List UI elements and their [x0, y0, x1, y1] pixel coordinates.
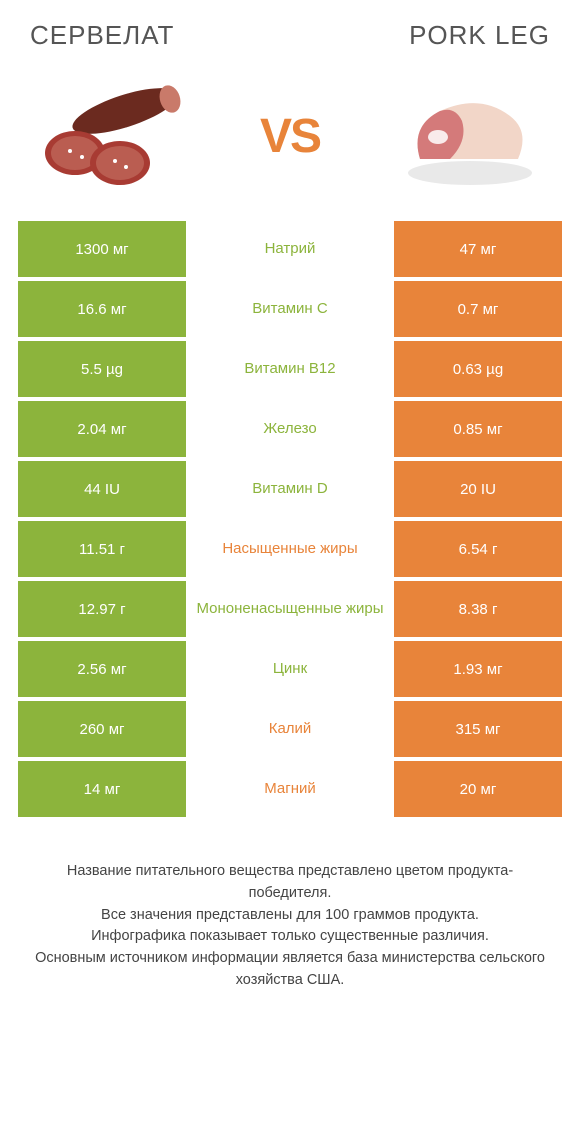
table-row: 260 мгКалий315 мг	[18, 701, 562, 757]
table-row: 44 IUВитамин D20 IU	[18, 461, 562, 517]
footer-line: Инфографика показывает только существенн…	[30, 926, 550, 948]
value-left: 11.51 г	[18, 521, 186, 577]
value-left: 260 мг	[18, 701, 186, 757]
title-right: PORK LEG	[409, 20, 550, 51]
footer-line: Все значения представлены для 100 граммо…	[30, 905, 550, 927]
food-image-right	[390, 81, 550, 191]
value-right: 1.93 мг	[394, 641, 562, 697]
value-right: 20 мг	[394, 761, 562, 817]
value-right: 8.38 г	[394, 581, 562, 637]
value-right: 315 мг	[394, 701, 562, 757]
value-left: 5.5 µg	[18, 341, 186, 397]
nutrient-label: Витамин B12	[186, 341, 394, 397]
footer-line: Название питательного вещества представл…	[30, 861, 550, 905]
vs-label: VS	[260, 109, 320, 164]
value-left: 1300 мг	[18, 221, 186, 277]
nutrient-label: Натрий	[186, 221, 394, 277]
vs-row: VS	[0, 61, 580, 221]
table-row: 16.6 мгВитамин C0.7 мг	[18, 281, 562, 337]
value-right: 0.7 мг	[394, 281, 562, 337]
header: СЕРВЕЛАТ PORK LEG	[0, 0, 580, 61]
food-image-left	[30, 81, 190, 191]
table-row: 1300 мгНатрий47 мг	[18, 221, 562, 277]
table-row: 5.5 µgВитамин B120.63 µg	[18, 341, 562, 397]
nutrient-label: Мононенасыщенные жиры	[186, 581, 394, 637]
value-left: 2.56 мг	[18, 641, 186, 697]
value-left: 12.97 г	[18, 581, 186, 637]
value-left: 44 IU	[18, 461, 186, 517]
value-right: 20 IU	[394, 461, 562, 517]
nutrient-label: Витамин C	[186, 281, 394, 337]
table-row: 11.51 гНасыщенные жиры6.54 г	[18, 521, 562, 577]
nutrient-label: Витамин D	[186, 461, 394, 517]
value-right: 0.85 мг	[394, 401, 562, 457]
value-left: 16.6 мг	[18, 281, 186, 337]
nutrient-label: Насыщенные жиры	[186, 521, 394, 577]
title-left: СЕРВЕЛАТ	[30, 20, 174, 51]
table-row: 12.97 гМононенасыщенные жиры8.38 г	[18, 581, 562, 637]
table-row: 14 мгМагний20 мг	[18, 761, 562, 817]
value-right: 47 мг	[394, 221, 562, 277]
nutrient-label: Калий	[186, 701, 394, 757]
nutrient-label: Магний	[186, 761, 394, 817]
table-row: 2.04 мгЖелезо0.85 мг	[18, 401, 562, 457]
nutrient-label: Цинк	[186, 641, 394, 697]
value-right: 0.63 µg	[394, 341, 562, 397]
value-right: 6.54 г	[394, 521, 562, 577]
comparison-table: 1300 мгНатрий47 мг16.6 мгВитамин C0.7 мг…	[0, 221, 580, 817]
value-left: 14 мг	[18, 761, 186, 817]
value-left: 2.04 мг	[18, 401, 186, 457]
footer: Название питательного вещества представл…	[0, 821, 580, 1012]
footer-line: Основным источником информации является …	[30, 948, 550, 992]
nutrient-label: Железо	[186, 401, 394, 457]
table-row: 2.56 мгЦинк1.93 мг	[18, 641, 562, 697]
